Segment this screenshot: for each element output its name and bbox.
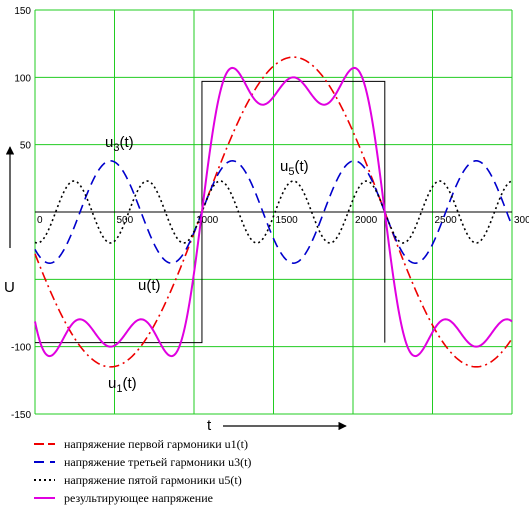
y-tick-label: 50: [20, 141, 32, 152]
series-line: [34, 180, 513, 244]
legend: напряжение первой гармоники u1(t) напряже…: [34, 437, 251, 505]
x-tick-label: 1000: [196, 215, 219, 226]
square-wave-line: [35, 80, 386, 344]
x-tick-label: 0: [37, 215, 43, 226]
axis-labels: U t: [4, 146, 347, 434]
y-tick-label: 150: [14, 6, 31, 17]
y-axis-label: U: [4, 279, 15, 296]
y-tick-label: -100: [11, 343, 31, 354]
y-tick-label: -150: [11, 410, 31, 421]
x-axis-label: t: [207, 417, 212, 434]
legend-label: результирующее напряжение: [64, 491, 213, 505]
legend-label: напряжение первой гармоники u1(t): [64, 437, 248, 451]
x-tick-label: 1500: [276, 215, 299, 226]
annotation-label: u5(t): [280, 158, 309, 178]
x-tick-label: 2500: [435, 215, 458, 226]
square-wave: [35, 80, 386, 344]
annotation-label: u1(t): [108, 375, 137, 395]
x-tick-label: 500: [117, 215, 134, 226]
annotations: u3(t) u5(t) u(t) u1(t): [105, 134, 309, 395]
x-tick-label: 3000: [514, 215, 529, 226]
series-line: [34, 56, 513, 368]
series-line: [34, 66, 513, 358]
annotation-label: u(t): [138, 277, 161, 294]
series-lines: [34, 56, 513, 368]
x-tick-label: 2000: [355, 215, 378, 226]
annotation-label: u3(t): [105, 134, 134, 154]
series-line: [34, 160, 513, 264]
legend-label: напряжение третьей гармоники u3(t): [64, 455, 251, 469]
y-tick-label: 100: [14, 73, 31, 84]
legend-label: напряжение пятой гармоники u5(t): [64, 473, 242, 487]
tick-labels: 0 500 1000 1500 2000 2500 3000 -150 -100 50 100 150: [11, 6, 529, 421]
